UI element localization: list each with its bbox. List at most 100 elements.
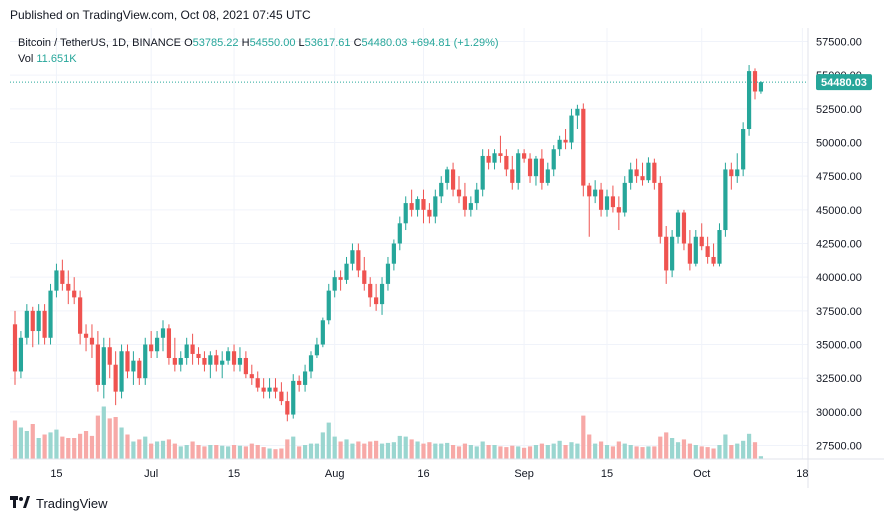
volume-bar	[575, 443, 580, 459]
volume-bar	[166, 439, 172, 459]
candle-body	[143, 344, 148, 379]
symbol-label[interactable]: Bitcoin / TetherUS, 1D, BINANCE	[18, 37, 182, 49]
volume-bar	[634, 446, 639, 459]
volume-bar	[687, 443, 692, 459]
candle-body	[510, 169, 515, 183]
candle-body	[320, 320, 325, 345]
candle-body	[249, 374, 254, 379]
volume-bar	[320, 432, 325, 459]
high-value: 54550.00	[249, 37, 296, 49]
volume-bar	[758, 456, 764, 459]
volume-bar	[545, 445, 550, 459]
candle-body	[569, 115, 574, 143]
candle-body	[670, 236, 675, 271]
volume-bar	[297, 446, 302, 459]
candle-body	[131, 360, 136, 372]
candle-body	[231, 351, 237, 365]
volume-bar	[551, 443, 556, 459]
volume-bar	[338, 441, 343, 459]
volume-bar	[664, 432, 669, 459]
price-tick-label: 30000.00	[816, 407, 862, 419]
svg-text:54480.03: 54480.03	[821, 77, 867, 89]
volume-bar	[693, 445, 698, 459]
price-axis[interactable]: 57500.0055000.0052500.0050000.0047500.00…	[816, 36, 862, 452]
volume-bar	[427, 442, 432, 459]
candle-body	[379, 283, 385, 305]
volume-bar	[533, 445, 539, 459]
price-tick-label: 50000.00	[816, 137, 862, 149]
candle-body	[741, 129, 746, 170]
candles	[12, 65, 764, 422]
candle-body	[368, 283, 373, 298]
volume-bar	[474, 446, 479, 459]
candle-body	[498, 153, 503, 156]
candlestick-chart[interactable]: 57500.0055000.0052500.0050000.0047500.00…	[10, 28, 884, 488]
open-label: O	[184, 37, 193, 49]
volume-bar	[391, 442, 396, 459]
volume-legend-row: Vol 11.651K	[18, 51, 499, 67]
candle-body	[616, 207, 621, 213]
volume-label[interactable]: Vol	[18, 53, 34, 65]
candle-body	[119, 351, 124, 392]
time-axis[interactable]: 15 Jul 15 Aug 16 Sep 15 Oct 18	[50, 468, 808, 480]
volume-bar	[462, 443, 468, 459]
tradingview-brand[interactable]: TradingView	[10, 496, 108, 511]
last-price-label: 54480.03	[816, 74, 872, 91]
volume-bar	[675, 442, 681, 459]
candle-body	[593, 189, 598, 197]
volume-bar	[291, 436, 296, 459]
candle-body	[291, 380, 296, 415]
candle-body	[681, 212, 687, 244]
candle-body	[214, 355, 219, 365]
time-tick-label: Aug	[325, 468, 345, 480]
candle-body	[101, 347, 106, 385]
volume-bar	[735, 443, 740, 459]
candle-body	[439, 182, 444, 197]
candle-body	[113, 364, 118, 392]
low-label: L	[298, 37, 305, 49]
candle-body	[610, 196, 616, 208]
candle-body	[196, 353, 201, 358]
candle-body	[184, 344, 189, 358]
volume-bar	[208, 445, 213, 459]
volume-bar	[468, 445, 473, 459]
time-tick-label: 15	[50, 468, 62, 480]
volume-bar	[89, 435, 95, 459]
published-caption: Published on TradingView.com, Oct 08, 20…	[10, 8, 311, 22]
volume-bar	[261, 447, 266, 459]
volume-bar	[249, 443, 254, 459]
chart-legend: Bitcoin / TetherUS, 1D, BINANCE O53785.2…	[18, 35, 499, 67]
candle-body	[545, 169, 550, 183]
close-value: 54480.03	[361, 37, 408, 49]
candle-body	[456, 189, 462, 197]
volume-bar	[356, 441, 361, 459]
volume-bar	[231, 445, 237, 459]
volume-bar	[510, 445, 515, 459]
candle-body	[527, 158, 533, 177]
candle-body	[450, 169, 456, 190]
volume-bar	[36, 438, 41, 459]
volume-bar	[30, 424, 35, 459]
candle-body	[42, 310, 47, 338]
candle-body	[226, 351, 231, 361]
candle-body	[297, 380, 302, 385]
volume-bar	[498, 446, 503, 459]
candle-body	[107, 347, 112, 365]
candle-body	[717, 230, 722, 264]
candle-body	[557, 139, 562, 150]
volume-bar	[125, 434, 130, 459]
volume-bar	[741, 440, 746, 459]
volume-bar	[196, 445, 201, 459]
volume-bar	[456, 446, 462, 459]
volume-bar	[137, 439, 142, 459]
volume-bar	[409, 439, 414, 459]
volume-bar	[610, 446, 616, 459]
candle-body	[640, 176, 645, 181]
volume-bar	[344, 439, 349, 459]
volume-bar	[557, 440, 562, 459]
volume-bar	[587, 434, 592, 459]
volume-bar	[622, 443, 627, 459]
candle-body	[385, 263, 391, 284]
candle-body	[89, 337, 95, 345]
volume-bar	[362, 443, 367, 459]
